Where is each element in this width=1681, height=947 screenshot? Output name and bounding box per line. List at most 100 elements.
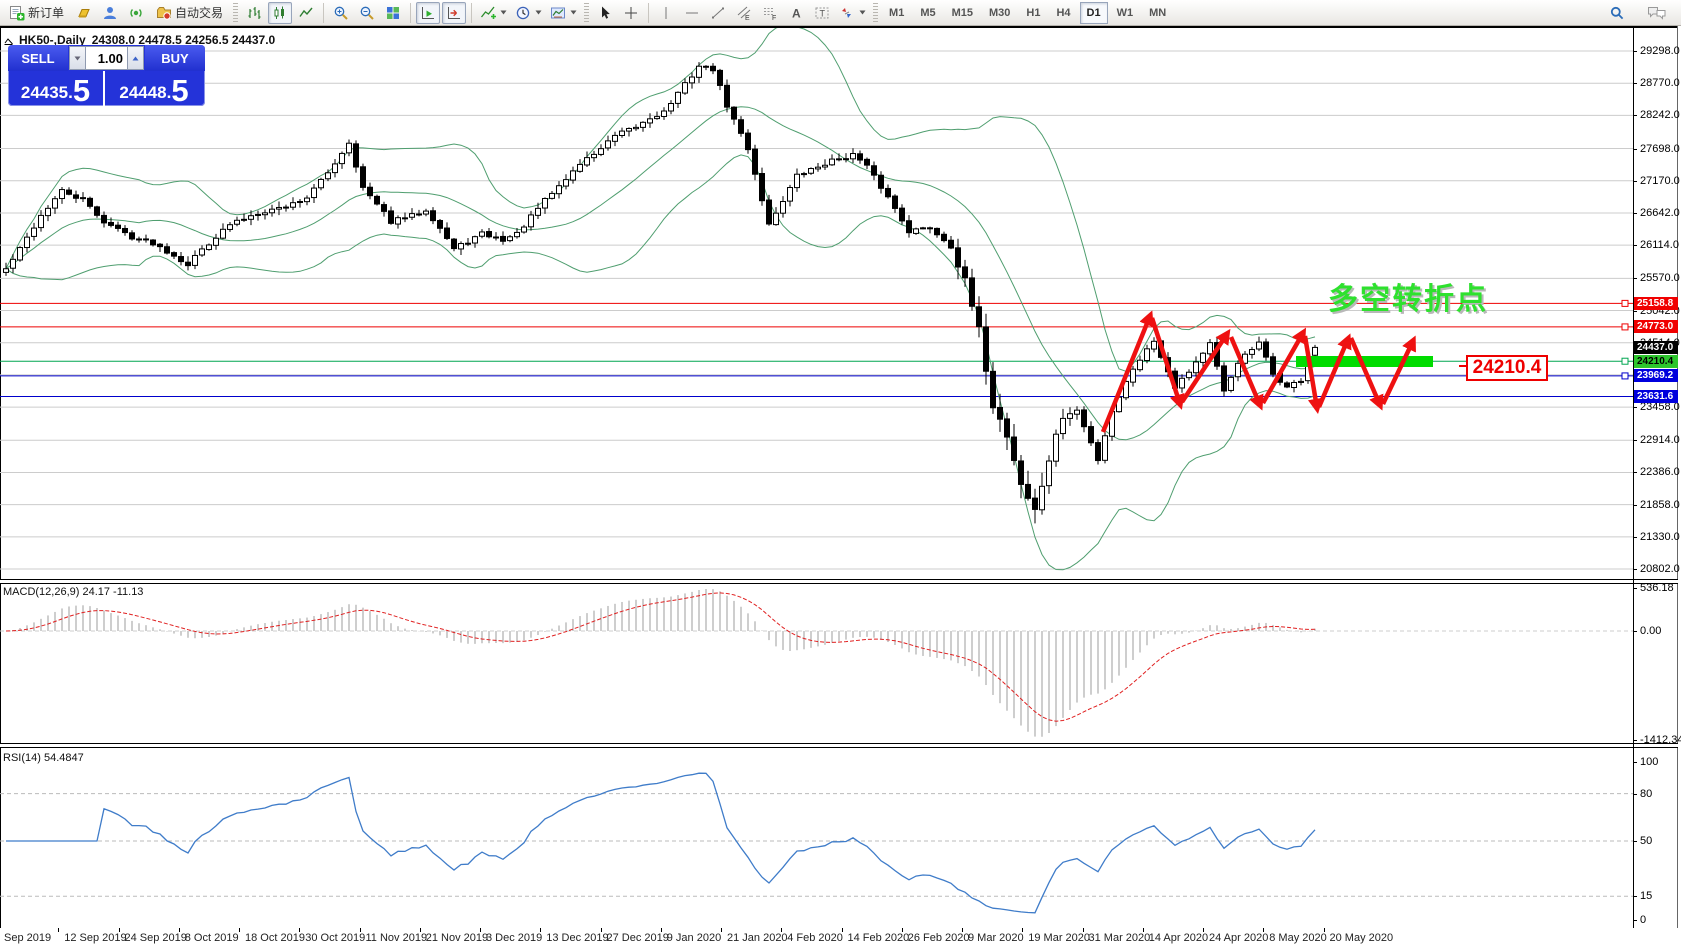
date-tick xyxy=(721,928,722,932)
macd-canvas[interactable] xyxy=(0,584,1633,744)
axis-tick xyxy=(1633,278,1637,280)
sell-price[interactable]: 24435. 5 xyxy=(8,71,105,106)
buy-price-dec: 5 xyxy=(171,72,189,106)
trendline-tool[interactable] xyxy=(706,2,730,24)
date-label: 3 Dec 2019 xyxy=(486,932,543,944)
arrows-tool[interactable] xyxy=(836,2,869,24)
timeframe-M15[interactable]: M15 xyxy=(951,6,973,19)
axis-tick xyxy=(1633,245,1637,247)
date-label: 14 Apr 2020 xyxy=(1148,932,1209,944)
main-chart-canvas[interactable] xyxy=(0,28,1633,580)
chevron-down-icon xyxy=(859,10,866,15)
auto-trading-button[interactable]: 自动交易 xyxy=(150,2,229,24)
crosshair-button[interactable] xyxy=(619,2,643,24)
chevron-down-icon xyxy=(570,10,577,15)
price-grid-label: 21858.0 xyxy=(1640,498,1680,511)
timeframe-M30[interactable]: M30 xyxy=(989,6,1011,19)
rsi-canvas[interactable] xyxy=(0,748,1633,928)
date-label: 24 Sep 2019 xyxy=(124,932,187,944)
buy-button[interactable]: BUY xyxy=(145,45,205,71)
periods-button[interactable] xyxy=(512,2,545,24)
svg-text:F: F xyxy=(772,15,776,21)
price-grid-label: 28242.0 xyxy=(1640,109,1680,122)
signals-button[interactable] xyxy=(124,2,148,24)
timeframe-W1[interactable]: W1 xyxy=(1116,6,1134,19)
axis-tick xyxy=(1633,631,1637,632)
equidistant-channel-tool[interactable]: E xyxy=(732,2,756,24)
buy-price[interactable]: 24448. 5 xyxy=(105,71,203,106)
zoom-out-button[interactable] xyxy=(355,2,379,24)
timeframe-M5[interactable]: M5 xyxy=(920,6,936,19)
candlestick-chart-icon xyxy=(274,6,285,19)
rsi-axis-label: 0 xyxy=(1640,914,1647,926)
chart-shift-button[interactable] xyxy=(442,1,467,24)
channel-icon: E xyxy=(737,6,751,21)
timeframe-H4[interactable]: H4 xyxy=(1056,6,1071,19)
timeframe-H1[interactable]: H1 xyxy=(1026,6,1041,19)
zoom-out-icon xyxy=(360,6,374,20)
person-icon xyxy=(104,6,117,19)
line-chart-button[interactable] xyxy=(294,2,318,24)
horizontal-line-tool[interactable] xyxy=(680,2,704,24)
price-flag-25158.8: 25158.8 xyxy=(1634,296,1678,310)
svg-text:T: T xyxy=(820,8,826,18)
sell-button[interactable]: SELL xyxy=(8,45,68,71)
cursor-button[interactable] xyxy=(593,2,617,24)
fibonacci-icon: F xyxy=(764,7,776,21)
orders-book-button[interactable] xyxy=(72,2,96,24)
date-tick xyxy=(1263,928,1265,932)
auto-scroll-button[interactable] xyxy=(416,1,441,24)
date-tick xyxy=(841,928,843,932)
fibonacci-tool[interactable]: F xyxy=(758,2,782,24)
text-tool[interactable]: A xyxy=(784,2,808,24)
price-flag-24210.4: 24210.4 xyxy=(1634,354,1678,368)
date-tick xyxy=(1142,928,1144,932)
text-label-icon: T xyxy=(815,7,829,18)
date-label: 19 Mar 2020 xyxy=(1028,932,1091,944)
crosshair-icon xyxy=(625,6,638,19)
new-order-button[interactable]: 新订单 xyxy=(3,2,70,24)
axis-tick xyxy=(1633,588,1637,589)
chat-button[interactable] xyxy=(1644,2,1670,24)
date-label: Sep 2019 xyxy=(4,932,52,944)
ohlc-values: 24308.0 24478.5 24256.5 24437.0 xyxy=(91,33,276,47)
search-button[interactable] xyxy=(1605,2,1629,24)
triangle-up-icon xyxy=(132,56,139,60)
panel-separator[interactable] xyxy=(0,579,1678,584)
rsi-axis-label: 80 xyxy=(1640,787,1653,800)
rsi-axis-label: 100 xyxy=(1640,756,1659,768)
rsi-axis-label: 15 xyxy=(1640,890,1653,903)
chart-window[interactable]: HK50-,Daily 24308.0 24478.5 24256.5 2443… xyxy=(0,26,1681,947)
date-tick xyxy=(58,928,60,932)
panel-separator[interactable] xyxy=(0,743,1678,748)
price-grid-label: 21330.0 xyxy=(1640,530,1680,543)
turning-point-annotation[interactable]: 多空转折点 xyxy=(1328,283,1488,316)
axis-tick xyxy=(1633,440,1637,442)
new-order-icon xyxy=(10,5,25,20)
volume-increase-button[interactable] xyxy=(127,46,144,70)
templates-button[interactable] xyxy=(547,2,580,24)
price-flag-24437.0: 24437.0 xyxy=(1634,340,1678,354)
timeframe-M1[interactable]: M1 xyxy=(889,6,905,19)
timeframe-D1[interactable]: D1 xyxy=(1079,1,1108,24)
price-grid-label: 26114.0 xyxy=(1640,239,1679,252)
candlestick-chart-button[interactable] xyxy=(268,1,293,24)
indicators-button[interactable] xyxy=(477,2,510,24)
new-order-label: 新订单 xyxy=(28,6,65,20)
volume-decrease-button[interactable] xyxy=(69,46,86,70)
time-axis[interactable]: Sep 2019 12 Sep 2019 24 Sep 2019 8 Oct 2019… xyxy=(0,928,1678,947)
zoom-in-button[interactable] xyxy=(329,2,353,24)
date-tick xyxy=(359,928,361,932)
timeframe-MN[interactable]: MN xyxy=(1149,6,1167,19)
date-label: 4 Feb 2020 xyxy=(787,932,843,944)
price-tag-label[interactable]: 24210.4 xyxy=(1466,355,1548,381)
vertical-line-tool[interactable] xyxy=(654,2,678,24)
date-label: 24 Apr 2020 xyxy=(1209,932,1269,944)
text-label-tool[interactable]: T xyxy=(810,2,834,24)
axis-tick xyxy=(1633,212,1637,214)
tile-windows-button[interactable] xyxy=(381,2,405,24)
volume-input[interactable]: 1.00 xyxy=(86,46,127,70)
bar-chart-button[interactable] xyxy=(242,2,266,24)
zoom-in-icon xyxy=(334,6,348,20)
community-button[interactable] xyxy=(98,2,122,24)
